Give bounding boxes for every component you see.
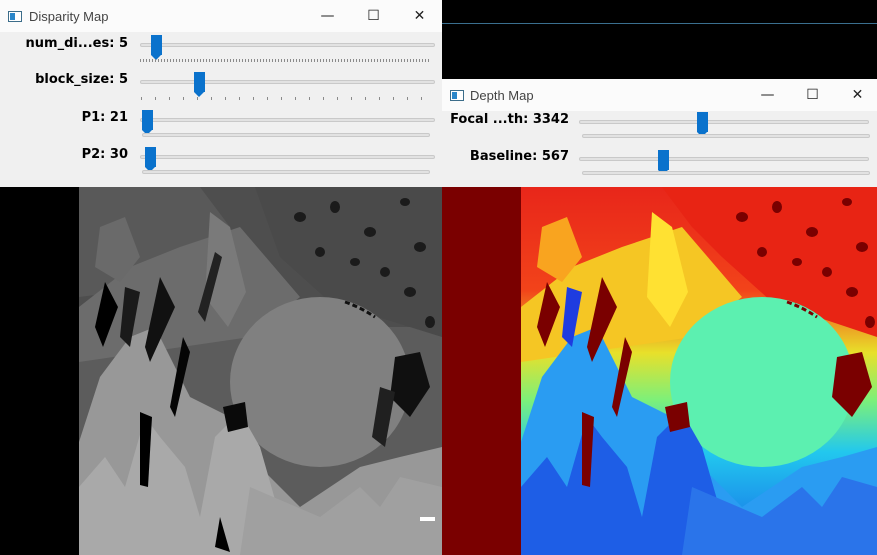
p2-slider[interactable] [140, 155, 435, 159]
p2-thumb[interactable] [145, 147, 156, 172]
p1-thumb[interactable] [142, 110, 153, 135]
app-icon [8, 11, 22, 22]
p1-label: P1: 21 [81, 110, 128, 125]
focal-length-thumb[interactable] [697, 112, 708, 137]
slider-ticks [141, 97, 431, 100]
block-size-label: block_size: 5 [35, 72, 128, 87]
focal-length-label: Focal ...th: 3342 [450, 112, 569, 127]
num-disparities-slider[interactable] [140, 43, 435, 47]
slider-groove [142, 170, 430, 174]
slider-groove [582, 134, 870, 138]
slider-groove [582, 171, 870, 175]
minimize-button[interactable]: — [320, 8, 335, 24]
title-bar[interactable]: Disparity Map — ☐ ✕ [0, 0, 442, 32]
maximize-button[interactable]: ☐ [367, 8, 380, 24]
disparity-map-window: Disparity Map — ☐ ✕ num_di...es: 5 block… [0, 0, 442, 555]
baseline-slider[interactable] [579, 157, 869, 161]
minimize-button[interactable]: — [760, 87, 775, 103]
baseline-label: Baseline: 567 [469, 149, 569, 164]
depth-image-graphic [442, 187, 877, 555]
block-size-slider[interactable] [140, 80, 435, 84]
disparity-image-graphic [79, 187, 442, 555]
baseline-thumb[interactable] [658, 150, 669, 175]
num-disparities-label: num_di...es: 5 [25, 36, 128, 51]
slider-ticks [140, 59, 430, 62]
disparity-map-image[interactable] [0, 187, 442, 555]
app-icon [450, 90, 464, 101]
maximize-button[interactable]: ☐ [806, 87, 819, 103]
depth-map-window: Depth Map — ☐ ✕ Focal ...th: 3342 Baseli… [442, 79, 877, 555]
window-title: Depth Map [470, 88, 534, 103]
close-button[interactable]: ✕ [413, 8, 426, 24]
background-line [442, 23, 877, 24]
window-title: Disparity Map [29, 9, 109, 24]
p2-label: P2: 30 [81, 147, 128, 162]
focal-length-slider[interactable] [579, 120, 869, 124]
slider-groove [142, 133, 430, 137]
block-size-thumb[interactable] [194, 72, 205, 97]
p1-slider[interactable] [140, 118, 435, 122]
close-button[interactable]: ✕ [851, 87, 864, 103]
title-bar[interactable]: Depth Map — ☐ ✕ [442, 79, 877, 111]
depth-map-image[interactable] [442, 187, 877, 555]
num-disparities-thumb[interactable] [151, 35, 162, 60]
